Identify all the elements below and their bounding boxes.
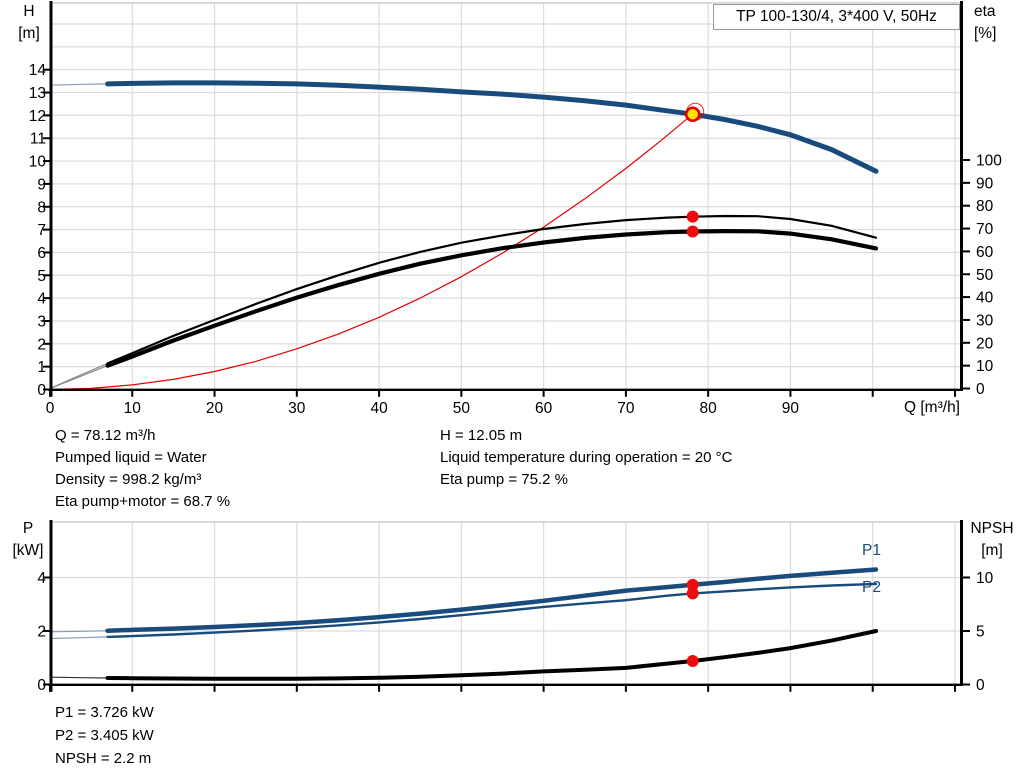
p-axis-title: P [kW] <box>6 518 50 562</box>
top-chart: 0123456789101112131401020304050607080901… <box>29 1 1002 417</box>
right-tick-label: 100 <box>976 153 1002 170</box>
right-tick-label: 60 <box>976 244 994 261</box>
right-tick-label: 30 <box>976 312 994 329</box>
h-axis-title-line1: H <box>23 3 35 20</box>
x-tick-label: 70 <box>617 400 635 417</box>
info-density: Density = 998.2 kg/m³ <box>55 471 202 488</box>
x-tick-label: 30 <box>288 400 306 417</box>
right-tick-label: 20 <box>976 335 994 352</box>
p1-curve <box>105 567 879 633</box>
npsh-point-marker <box>686 654 699 667</box>
left-tick-label: 1 <box>37 359 46 376</box>
bottom-chart: 0 2 4 0 5 10 <box>37 520 994 694</box>
h-axis-title-line2: [m] <box>18 25 40 42</box>
head-curve-thin <box>49 83 108 86</box>
x-tick-label: 60 <box>535 400 553 417</box>
info-h: H = 12.05 m <box>440 427 523 444</box>
p1-curve-thin <box>49 630 108 633</box>
p-axis-title-line1: P <box>22 520 34 537</box>
left-tick-label: 14 <box>29 62 47 79</box>
eta-pump-motor-curve-thin <box>49 365 108 390</box>
right-tick-label: 80 <box>976 198 994 215</box>
npsh-axis-title: NPSH [m] <box>962 518 1022 562</box>
x-tick-label: 0 <box>46 400 55 417</box>
info-eta-pump: Eta pump = 75.2 % <box>440 471 568 488</box>
x-tick-label: 10 <box>124 400 142 417</box>
system-curve-curve <box>49 113 694 391</box>
eta-axis-title-line1: eta <box>974 3 996 20</box>
npsh-curve-thin <box>49 676 108 679</box>
p2-point-marker <box>686 587 699 600</box>
duty-info-right: H = 12.05 m Liquid temperature during op… <box>440 425 732 491</box>
eta-pump-motor-point-marker <box>686 225 699 238</box>
right-tick-label: 50 <box>976 267 994 284</box>
npsh-axis-title-line1: NPSH <box>970 520 1014 537</box>
right-tick-label: 90 <box>976 175 994 192</box>
h-axis-title: H [m] <box>8 1 50 45</box>
q-axis-label: Q [m³/h] <box>904 399 960 416</box>
left-tick-label: 0 <box>37 382 46 399</box>
info-eta-pump-motor: Eta pump+motor = 68.7 % <box>55 493 231 510</box>
right-tick-label: 0 <box>976 381 985 398</box>
right-tick-label: 70 <box>976 221 994 238</box>
right-tick-label: 5 <box>976 624 985 641</box>
x-tick-label: 50 <box>453 400 471 417</box>
left-tick-label: 2 <box>37 624 46 641</box>
info-p1: P1 = 3.726 kW <box>55 704 154 721</box>
left-tick-label: 7 <box>37 222 46 239</box>
left-tick-label: 0 <box>37 677 46 694</box>
left-tick-label: 5 <box>37 268 46 285</box>
eta-pump-point-marker <box>686 210 699 223</box>
pump-type-box: TP 100-130/4, 3*400 V, 50Hz <box>713 4 960 30</box>
eta-axis-title-line2: [%] <box>974 25 997 42</box>
duty-info-left: Q = 78.12 m³/h Pumped liquid = Water Den… <box>55 425 230 513</box>
eta-pump-motor-curve <box>105 228 879 368</box>
left-tick-label: 13 <box>29 85 46 102</box>
npsh-curve <box>105 629 878 681</box>
duty-point-marker[interactable] <box>684 106 701 123</box>
info-npsh: NPSH = 2.2 m <box>55 750 152 767</box>
p1-point-marker <box>686 578 699 591</box>
head-curve <box>105 80 879 174</box>
eta-pump-curve <box>106 214 878 365</box>
left-tick-label: 6 <box>37 245 46 262</box>
info-p2: P2 = 3.405 kW <box>55 727 154 744</box>
power-info: P1 = 3.726 kW P2 = 3.405 kW NPSH = 2.2 m <box>55 701 154 770</box>
p2-curve-thin <box>49 636 108 640</box>
left-tick-label: 4 <box>37 570 46 587</box>
info-q: Q = 78.12 m³/h <box>55 427 156 444</box>
info-temp: Liquid temperature during operation = 20… <box>440 449 733 466</box>
left-tick-label: 3 <box>37 313 46 330</box>
right-tick-label: 0 <box>976 677 985 694</box>
left-tick-label: 11 <box>30 131 46 148</box>
right-tick-label: 40 <box>976 290 994 307</box>
left-tick-label: 2 <box>37 336 46 353</box>
p2-curve <box>106 582 878 639</box>
p1-curve-label: P1 <box>862 542 881 559</box>
npsh-axis-title-line2: [m] <box>981 542 1003 559</box>
left-tick-label: 4 <box>37 291 46 308</box>
right-tick-label: 10 <box>976 570 994 587</box>
left-tick-label: 12 <box>29 108 46 125</box>
left-tick-label: 9 <box>37 176 46 193</box>
p-axis-title-line2: [kW] <box>12 542 44 559</box>
x-tick-label: 40 <box>370 400 388 417</box>
info-liquid: Pumped liquid = Water <box>55 449 207 466</box>
left-tick-label: 10 <box>29 154 47 171</box>
x-tick-label: 20 <box>206 400 224 417</box>
left-tick-label: 8 <box>37 199 46 216</box>
right-tick-label: 10 <box>976 358 994 375</box>
eta-axis-title: eta [%] <box>974 1 1020 45</box>
x-tick-label: 80 <box>700 400 718 417</box>
p2-curve-label: P2 <box>862 579 881 596</box>
x-tick-label: 90 <box>782 400 800 417</box>
